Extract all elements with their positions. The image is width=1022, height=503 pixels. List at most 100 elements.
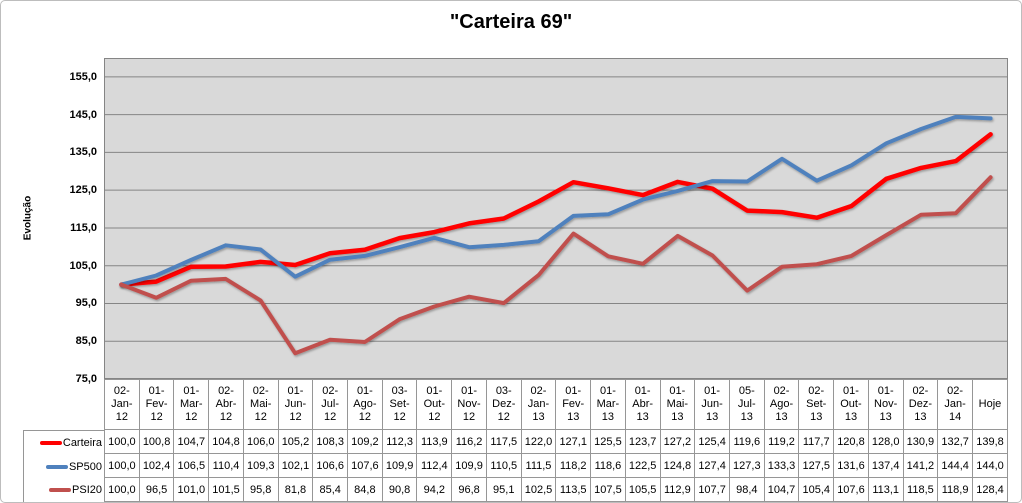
table-header-cell: 02- Dez- 13 (902, 379, 939, 430)
legend-label: SP500 (68, 460, 102, 473)
table-cell: 98,4 (728, 477, 765, 502)
table-header-cell: 01- Mar- 13 (590, 379, 626, 430)
table-cell: 107,5 (590, 477, 626, 502)
y-axis-tick-label: 135,0 (69, 146, 97, 159)
table-cell: 100,8 (138, 429, 175, 454)
table-cell: 85,4 (312, 477, 349, 502)
legend: Carteira SP500 PSI20 (23, 430, 105, 502)
legend-label: Carteira (62, 436, 102, 449)
table-cell: 110,5 (485, 453, 522, 478)
table-header-cell: 02- Jan- 13 (520, 379, 557, 430)
table-cell: 104,7 (173, 429, 210, 454)
table-cell: 111,5 (520, 453, 557, 478)
series-line-carteira (119, 132, 993, 287)
table-cell: 106,0 (242, 429, 279, 454)
y-axis-title: Evolução (22, 195, 34, 241)
table-cell: 127,3 (728, 453, 765, 478)
y-axis-tick-label: 105,0 (69, 259, 97, 272)
y-axis-tick-label: 125,0 (69, 184, 97, 197)
table-cell: 96,8 (451, 477, 487, 502)
table-header-row: 02- Jan- 12 01- Fev- 12 01- Mar- 12 02- Abr- 12 02- M… (104, 379, 1009, 430)
table-cell: 122,5 (624, 453, 661, 478)
table-cell: 95,8 (242, 477, 279, 502)
table-cell: 118,2 (555, 453, 592, 478)
table-header-cell: 02- Set- 13 (798, 379, 835, 430)
series-line-sp500 (119, 114, 993, 287)
table-cell: 107,6 (347, 453, 383, 478)
table-cell: 96,5 (138, 477, 175, 502)
table-cell: 123,7 (624, 429, 661, 454)
table-cell: 128,0 (867, 429, 904, 454)
table-row-psi20: 100,0 96,5 101,0 101,5 95,8 81,8 85,4 84,8 90,8 9… (104, 477, 1009, 502)
table-cell: 104,8 (208, 429, 244, 454)
table-cell: 109,9 (451, 453, 487, 478)
table-cell: 124,8 (659, 453, 696, 478)
chart-title: "Carteira 69" (449, 11, 573, 33)
table-header-cell: 01- Ago- 12 (347, 379, 383, 430)
plot-area (104, 58, 1008, 379)
table-cell: 100,0 (104, 477, 140, 502)
table-cell: 100,0 (104, 453, 140, 478)
table-cell: 125,5 (590, 429, 626, 454)
table-cell: 105,5 (624, 477, 661, 502)
table-cell: 113,9 (416, 429, 453, 454)
table-cell: 132,7 (937, 429, 973, 454)
y-axis-tick-label: 75,0 (75, 373, 97, 385)
y-axis-tick-label: 95,0 (75, 297, 97, 310)
table-header-cell: 03- Dez- 12 (485, 379, 522, 430)
table-cell: 107,6 (833, 477, 869, 502)
table-header-cell: 01- Out- 13 (833, 379, 869, 430)
table-header-cell: 01- Jun- 12 (277, 379, 314, 430)
table-cell: 101,5 (208, 477, 244, 502)
table-cell: 127,2 (659, 429, 696, 454)
table-header-cell: 01- Fev- 12 (138, 379, 175, 430)
legend-item-psi20: PSI20 (24, 478, 104, 502)
y-axis-tick-label: 115,0 (70, 221, 97, 234)
table-cell: 130,9 (902, 429, 939, 454)
table-cell: 106,5 (173, 453, 210, 478)
table-cell: 109,9 (381, 453, 418, 478)
table-cell: 109,2 (347, 429, 383, 454)
legend-key-line-icon (49, 488, 72, 493)
table-cell: 122,0 (520, 429, 557, 454)
table-header-cell: 01- Mar- 12 (173, 379, 210, 430)
table-cell: 95,1 (485, 477, 522, 502)
table-cell: 105,4 (798, 477, 835, 502)
table-header-cell: 02- Jan- 14 (937, 379, 973, 430)
table-cell: 131,6 (833, 453, 869, 478)
table-cell: 118,6 (590, 453, 626, 478)
table-cell: 105,2 (277, 429, 314, 454)
table-header-cell: 01- Abr- 13 (624, 379, 661, 430)
table-cell: 110,4 (208, 453, 244, 478)
table-cell: 90,8 (381, 477, 418, 502)
table-cell: 94,2 (416, 477, 453, 502)
table-header-cell: Hoje (971, 379, 1009, 430)
table-header-cell: 02- Abr- 12 (208, 379, 244, 430)
legend-key-line-icon (45, 464, 68, 469)
table-cell: 108,3 (312, 429, 349, 454)
table-cell: 100,0 (104, 429, 140, 454)
table-cell: 118,5 (902, 477, 939, 502)
table-header-cell: 02- Jul- 12 (312, 379, 349, 430)
table-cell: 117,5 (485, 429, 522, 454)
table-cell: 102,4 (138, 453, 175, 478)
table-cell: 112,3 (381, 429, 418, 454)
table-cell: 119,2 (763, 429, 800, 454)
table-cell: 137,4 (867, 453, 904, 478)
y-axis-tick-label: 145,0 (69, 108, 97, 121)
table-header-cell: 01- Nov- 12 (451, 379, 487, 430)
table-header-cell: 02- Mai- 12 (242, 379, 279, 430)
table-cell: 120,8 (833, 429, 869, 454)
table-cell: 141,2 (902, 453, 939, 478)
table-cell: 84,8 (347, 477, 383, 502)
legend-label: PSI20 (72, 484, 102, 497)
table-header-cell: 05- Jul- 13 (728, 379, 765, 430)
table-cell: 118,9 (937, 477, 973, 502)
table-cell: 144,4 (937, 453, 973, 478)
table-cell: 127,1 (555, 429, 592, 454)
table-header-cell: 01- Nov- 13 (867, 379, 904, 430)
table-cell: 113,5 (555, 477, 592, 502)
table-row-sp500: 100,0 102,4 106,5 110,4 109,3 102,1 106,6 107,6… (104, 453, 1009, 478)
legend-key-line-icon (39, 440, 62, 445)
